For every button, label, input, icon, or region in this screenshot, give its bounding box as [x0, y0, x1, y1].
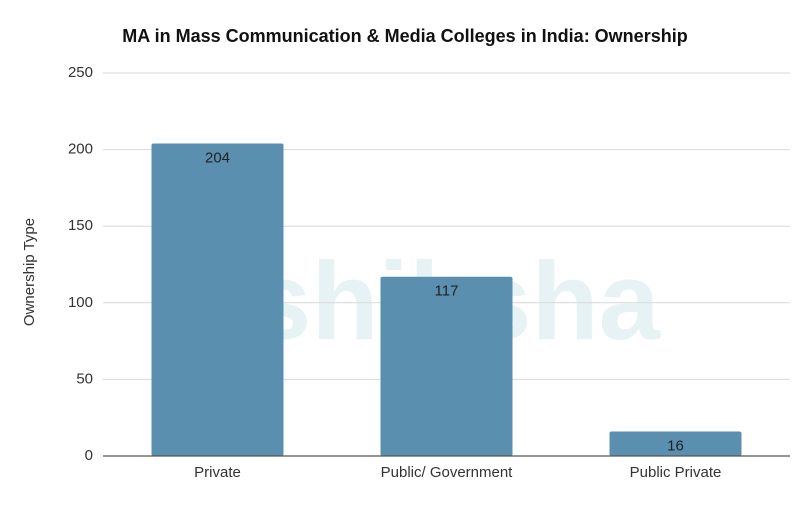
y-axis-label: Ownership Type: [21, 218, 38, 326]
y-tick-label: 150: [68, 217, 93, 234]
x-tick-label: Public/ Government: [381, 464, 514, 481]
y-tick-label: 200: [68, 141, 93, 158]
chart-title: MA in Mass Communication & Media College…: [122, 26, 687, 46]
x-tick-label: Public Private: [630, 464, 722, 481]
bar: [380, 276, 513, 456]
y-tick-label: 50: [76, 370, 93, 387]
bar: [151, 143, 284, 457]
bar: [609, 431, 742, 456]
x-tick-label: Private: [194, 464, 241, 481]
y-tick-label: 250: [68, 64, 93, 81]
data-label: 16: [667, 437, 684, 454]
y-tick-label: 0: [85, 447, 93, 464]
data-label: 117: [435, 283, 459, 300]
data-label: 204: [205, 149, 230, 166]
y-tick-label: 100: [68, 294, 93, 311]
